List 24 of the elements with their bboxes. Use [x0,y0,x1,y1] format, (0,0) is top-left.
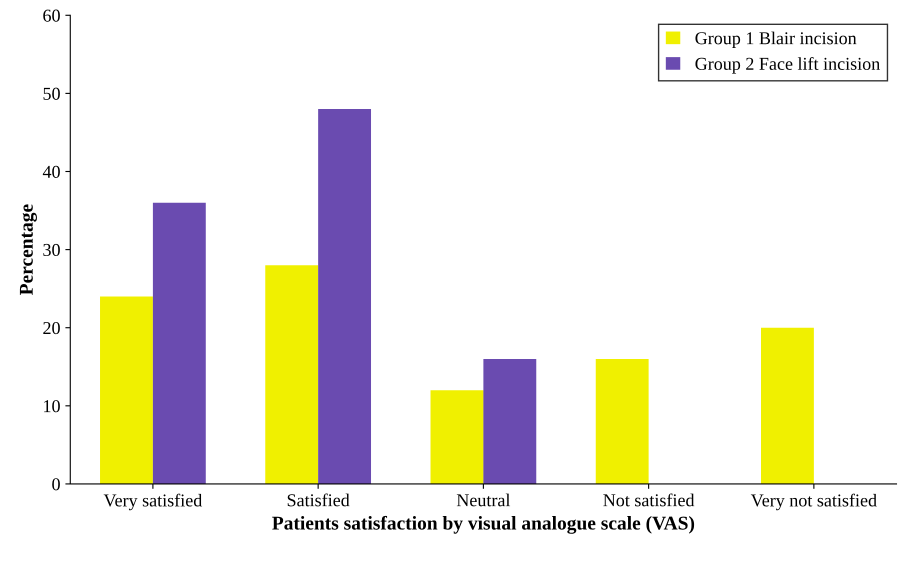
x-tick-label: Satisfied [288,493,350,506]
y-tick-label: 60 [43,10,60,22]
y-tick-label: 30 [43,244,60,256]
bar [483,358,536,484]
x-tick-label: Very not satisfied [750,494,877,510]
y-axis-title: Percentage [20,204,37,295]
y-tick-label: 40 [42,166,60,178]
legend-label: Group 2 Face lift incision [695,57,880,74]
bar [100,296,153,484]
legend-label: Group 1 Blair incision [695,32,856,48]
y-tick-label: 10 [44,400,60,412]
x-tick-label: Neutral [456,494,510,506]
bar [318,109,372,484]
y-tick-label: 0 [52,478,60,490]
bar [596,358,649,484]
bar [265,265,318,484]
bar [760,328,814,484]
y-tick-label: 20 [43,322,60,334]
x-axis-title: Patients satisfaction by visual analogue scale (VAS) [272,516,694,534]
x-tick-label: Very satisfied [104,494,202,510]
bar [430,390,484,484]
x-tick-label: Not satisfied [603,493,694,506]
y-tick-label: 50 [44,88,60,100]
bar [152,202,206,484]
